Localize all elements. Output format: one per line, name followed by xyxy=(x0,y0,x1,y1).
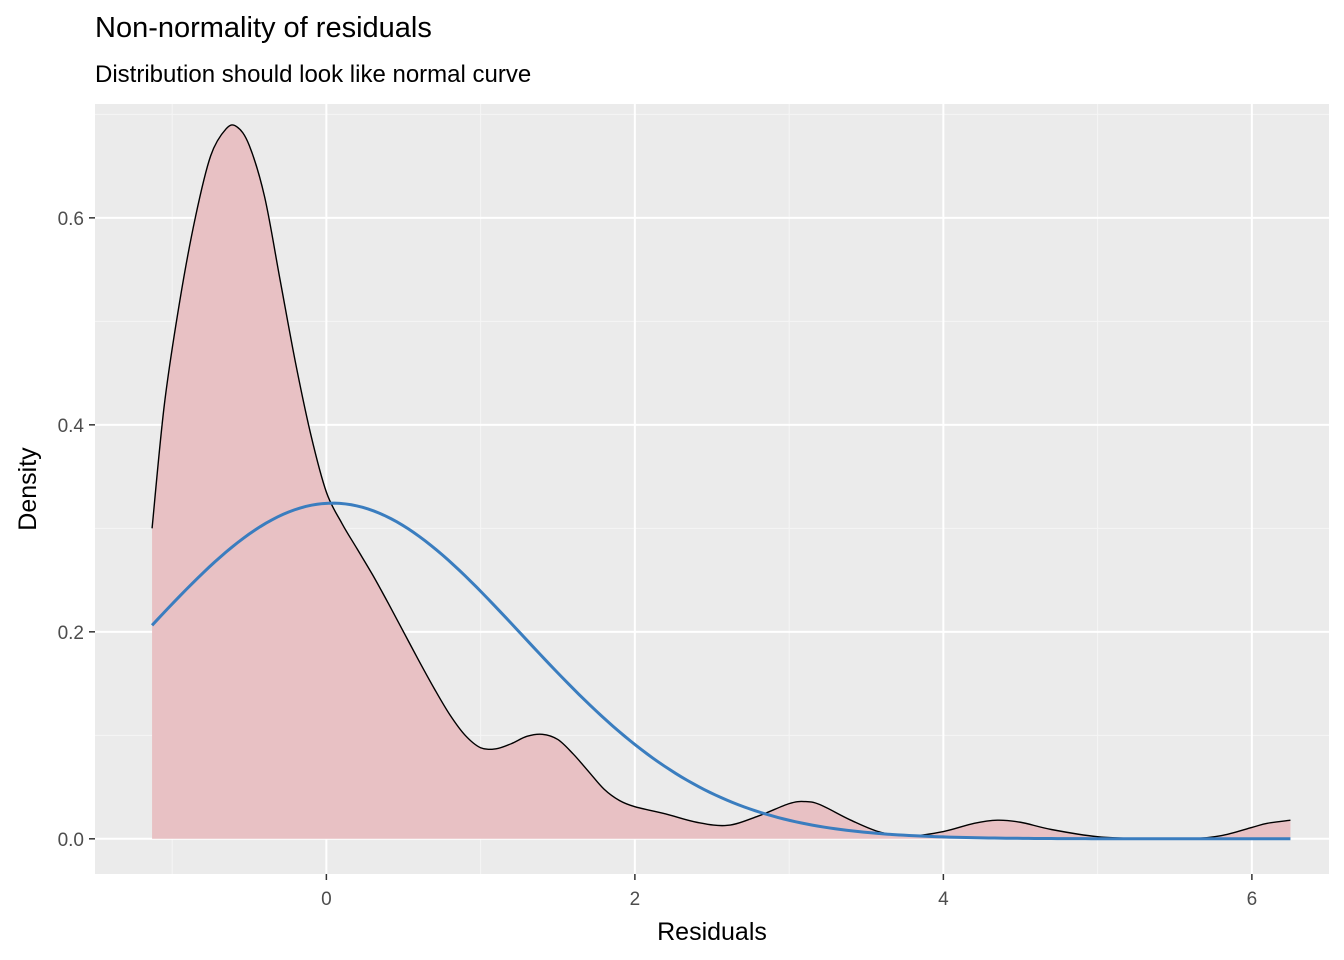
y-tick-label: 0.6 xyxy=(58,209,84,230)
x-axis-title: Residuals xyxy=(657,918,767,946)
x-tick-label: 0 xyxy=(321,889,332,910)
x-tick-label: 4 xyxy=(938,889,949,910)
y-axis-title: Density xyxy=(14,447,42,531)
y-tick-label: 0.4 xyxy=(58,416,85,437)
x-tick-labels: 0 2 4 6 xyxy=(321,889,1257,910)
normal-curve-line xyxy=(150,501,1291,841)
chart-subtitle: Distribution should look like normal cur… xyxy=(95,61,532,88)
y-tick-labels: 0.0 0.2 0.4 0.6 xyxy=(58,209,85,851)
y-tick-label: 0.0 xyxy=(58,830,84,851)
density-curve-line xyxy=(151,124,1291,840)
axis-ticks xyxy=(89,217,1253,880)
x-tick-label: 6 xyxy=(1247,889,1258,910)
density-area-fill xyxy=(152,124,1291,840)
chart-title: Non-normality of residuals xyxy=(95,12,432,44)
x-tick-label: 2 xyxy=(630,889,641,910)
y-tick-label: 0.2 xyxy=(58,623,84,644)
series-layer xyxy=(150,124,1291,841)
